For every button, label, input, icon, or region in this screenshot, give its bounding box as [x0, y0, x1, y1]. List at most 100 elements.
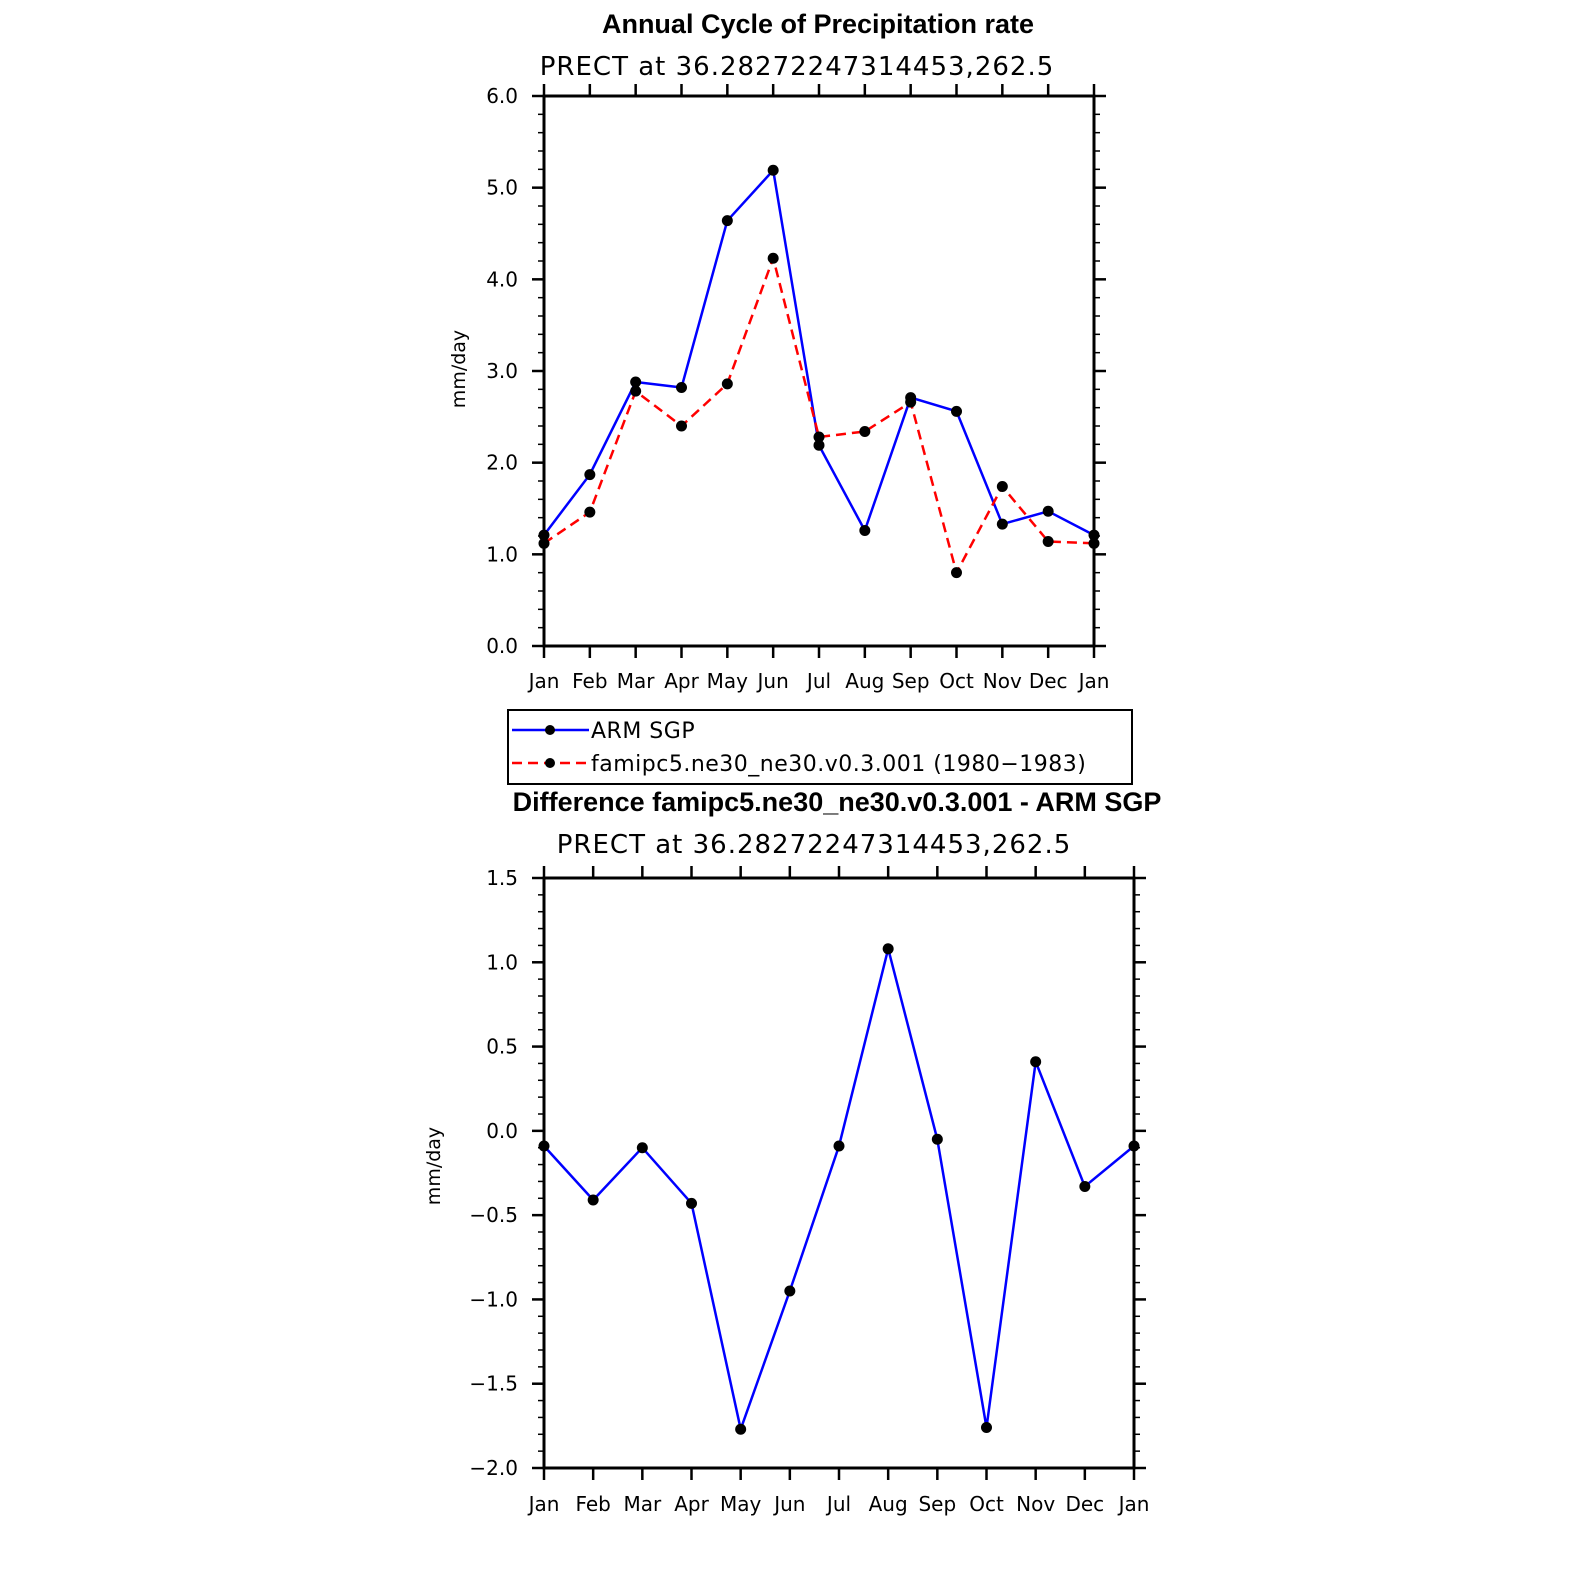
tick-group — [532, 84, 1106, 658]
data-point — [1042, 536, 1054, 547]
y-tick-label: 1.5 — [486, 866, 518, 890]
series-markers — [538, 943, 1140, 1435]
x-tick-label: Dec — [1029, 669, 1068, 693]
series-lines — [543, 948, 1135, 1434]
x-tick-label: Nov — [983, 669, 1022, 693]
y-tick-labels: 0.0 1.0 2.0 3.0 4.0 5.0 6.0 — [486, 84, 518, 658]
series-line-0 — [543, 167, 1095, 537]
data-point — [981, 1422, 992, 1434]
data-point — [676, 420, 687, 432]
x-tick-label: Jun — [772, 1492, 805, 1516]
data-point — [1042, 505, 1054, 517]
plot-frame — [542, 876, 1136, 1470]
x-tick-label: Aug — [869, 1492, 908, 1516]
x-tick-label: Dec — [1065, 1492, 1104, 1516]
plot-frame — [542, 94, 1096, 648]
x-tick-label: Feb — [572, 669, 607, 693]
x-tick-label: Feb — [575, 1492, 610, 1516]
data-point — [676, 382, 687, 393]
x-tick-label: Jan — [1117, 1492, 1150, 1516]
y-tick-label: 2.0 — [486, 451, 518, 475]
x-tick-label: Jan — [527, 1492, 560, 1516]
x-tick-label: Apr — [664, 669, 699, 693]
y-tick-label: 6.0 — [486, 84, 518, 108]
data-point — [584, 469, 596, 481]
data-point — [784, 1285, 796, 1297]
chart-subtitle: PRECT at 36.28272247314453,262.5 — [557, 830, 1072, 860]
y-tick-label: −1.5 — [469, 1372, 518, 1396]
series-lines — [543, 167, 1095, 577]
legend: ARM SGP famipc5.ne30_ne30.v0.3.001 (1980… — [507, 709, 1133, 785]
x-tick-label: Mar — [623, 1492, 662, 1516]
data-point — [686, 1197, 697, 1209]
x-tick-label: Jul — [805, 669, 831, 693]
y-tick-label: 1.0 — [486, 542, 518, 566]
series-line-0 — [543, 948, 1135, 1434]
data-point — [996, 518, 1008, 530]
y-tick-label: 4.0 — [486, 267, 518, 291]
x-tick-label: Sep — [892, 669, 930, 693]
data-point — [630, 376, 642, 388]
chart-title: Annual Cycle of Precipitation rate — [602, 9, 1034, 39]
y-tick-label: 1.0 — [486, 950, 518, 974]
difference-chart: Difference famipc5.ne30_ne30.v0.3.001 - … — [423, 787, 1161, 1516]
y-tick-label: 0.0 — [486, 1119, 518, 1143]
y-tick-label: 0.0 — [486, 634, 518, 658]
x-tick-label: Jan — [527, 669, 560, 693]
x-tick-label: Jan — [1077, 669, 1110, 693]
x-tick-label: Jun — [756, 669, 789, 693]
x-tick-label: Nov — [1016, 1492, 1055, 1516]
series-markers — [538, 164, 1100, 579]
data-point — [636, 1142, 648, 1154]
data-point — [1030, 1056, 1042, 1068]
data-point — [951, 405, 962, 417]
data-point — [882, 943, 894, 955]
data-point — [833, 1140, 845, 1152]
data-point — [721, 378, 733, 390]
y-tick-label: 5.0 — [486, 176, 518, 200]
tick-group — [532, 866, 1146, 1480]
y-axis-label: mm/day — [448, 330, 470, 408]
legend-marker-arm-sgp — [545, 725, 555, 735]
data-point — [813, 439, 825, 451]
x-tick-label: Jul — [825, 1492, 851, 1516]
x-tick-label: Apr — [674, 1492, 709, 1516]
x-tick-labels: Jan Feb Mar Apr May Jun Jul Aug Sep Oct Nov Dec Jan — [527, 1492, 1150, 1516]
x-tick-label: Oct — [939, 669, 974, 693]
y-tick-label: −0.5 — [469, 1203, 518, 1227]
data-point — [951, 567, 962, 579]
data-point — [813, 431, 825, 443]
data-point — [859, 426, 871, 437]
x-tick-label: Aug — [845, 669, 884, 693]
chart-subtitle: PRECT at 36.28272247314453,262.5 — [540, 52, 1055, 82]
legend-box — [507, 709, 1133, 785]
data-point — [630, 385, 642, 397]
y-tick-labels: −2.0 −1.5 −1.0 −0.5 0.0 0.5 1.0 1.5 — [469, 866, 518, 1480]
y-tick-label: 3.0 — [486, 359, 518, 383]
data-point — [996, 481, 1008, 492]
data-point — [721, 215, 733, 227]
series-line-1 — [543, 253, 1095, 577]
x-tick-labels: Jan Feb Mar Apr May Jun Jul Aug Sep Oct Nov Dec Jan — [527, 669, 1110, 693]
data-point — [905, 396, 917, 408]
chart-title: Difference famipc5.ne30_ne30.v0.3.001 - … — [513, 787, 1162, 817]
data-point — [859, 525, 871, 536]
x-tick-label: May — [707, 669, 749, 693]
x-tick-label: Mar — [617, 669, 656, 693]
legend-label-model: famipc5.ne30_ne30.v0.3.001 (1980−1983) — [591, 752, 1086, 777]
data-point — [735, 1423, 747, 1435]
data-point — [931, 1133, 943, 1145]
data-point — [767, 252, 779, 264]
y-tick-label: −1.0 — [469, 1287, 518, 1311]
x-tick-label: Sep — [918, 1492, 956, 1516]
data-point — [587, 1194, 599, 1206]
data-point — [584, 506, 596, 518]
annual-cycle-chart: Annual Cycle of Precipitation rate PRECT… — [448, 9, 1109, 693]
y-axis-label: mm/day — [423, 1127, 445, 1205]
y-tick-label: 0.5 — [486, 1035, 518, 1059]
x-tick-label: May — [720, 1492, 762, 1516]
data-point — [1079, 1180, 1091, 1192]
legend-marker-model — [545, 758, 555, 768]
x-tick-label: Oct — [969, 1492, 1004, 1516]
